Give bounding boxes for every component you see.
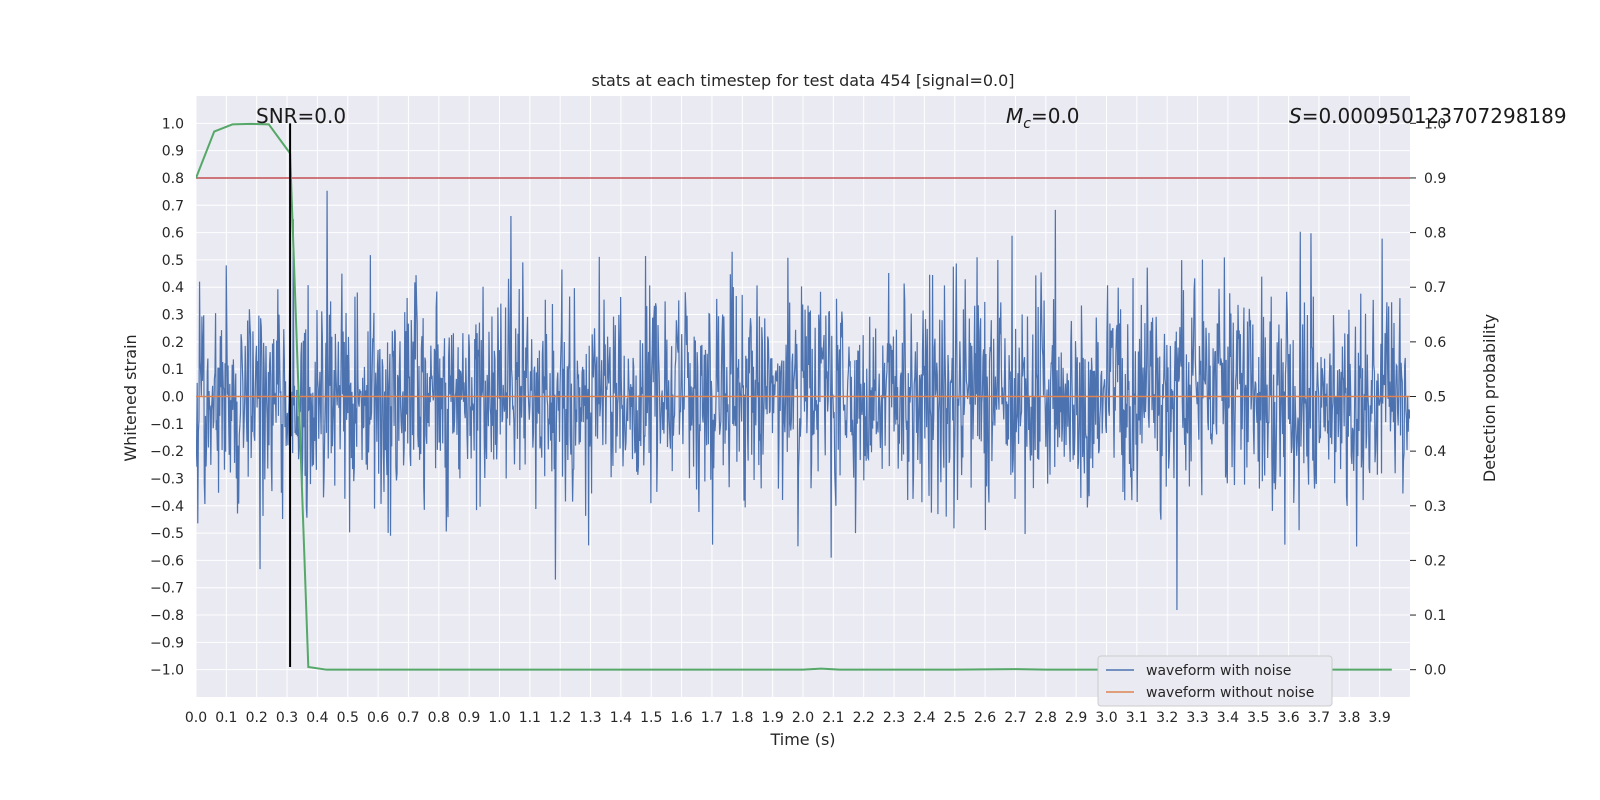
y-tick-label: 0.6 (162, 226, 184, 242)
y-tick-label: −1.0 (150, 663, 184, 679)
y2-axis-label: Detection probability (1480, 314, 1499, 482)
x-tick-label: 3.9 (1369, 710, 1391, 726)
y-axis-ticks: 1.0 0.9 0.8 0.7 0.6 0.5 0.4 0.3 0.2 0.1 0.0 −0.1 −0.… (150, 116, 184, 678)
y-tick-label: 0.2 (162, 335, 184, 351)
x-tick-label: 2.5 (944, 710, 966, 726)
y-tick-label: −0.9 (150, 635, 184, 651)
x-tick-label: 0.2 (246, 710, 268, 726)
x-tick-label: 3.3 (1186, 710, 1208, 726)
x-tick-label: 2.9 (1065, 710, 1087, 726)
y2-tick-label: 0.9 (1424, 171, 1446, 187)
x-tick-label: 1.9 (762, 710, 784, 726)
y-tick-label: −0.5 (150, 526, 184, 542)
x-tick-label: 2.1 (822, 710, 844, 726)
detection-probability-line (196, 122, 1392, 671)
x-tick-label: 3.4 (1217, 710, 1239, 726)
waveform-with-noise-line (196, 190, 1410, 610)
x-tick-label: 2.2 (853, 710, 875, 726)
s-value: =0.000950123707298189 (1302, 104, 1567, 128)
y-tick-label: −0.4 (150, 499, 184, 515)
y-axis-label: Whitened strain (121, 334, 140, 461)
x-tick-label: 2.3 (883, 710, 905, 726)
y2-tick-label: 1.0 (1424, 116, 1446, 132)
x-tick-label: 1.2 (549, 710, 571, 726)
x-tick-label: 0.7 (397, 710, 419, 726)
x-axis-ticks: 0.0 0.1 0.2 0.3 0.4 0.5 0.6 0.7 0.8 0.9 1.0 1.1 1.2 1… (185, 710, 1391, 726)
y-tick-label: −0.1 (150, 417, 184, 433)
x-tick-label: 1.3 (579, 710, 601, 726)
x-tick-label: 2.8 (1035, 710, 1057, 726)
x-tick-label: 0.1 (215, 710, 237, 726)
legend-label-noise: waveform with noise (1146, 663, 1291, 679)
mc-subscript: c (1023, 116, 1031, 132)
y-tick-label: 0.8 (162, 171, 184, 187)
x-tick-label: 3.8 (1338, 710, 1360, 726)
y2-tick-label: 0.3 (1424, 499, 1446, 515)
x-tick-label: 0.3 (276, 710, 298, 726)
y2-tick-label: 0.2 (1424, 553, 1446, 569)
x-tick-label: 0.5 (337, 710, 359, 726)
legend: waveform with noise waveform without noi… (1097, 655, 1333, 707)
mc-annotation: Mc=0.0 (1006, 104, 1080, 132)
y2-tick-label: 0.7 (1424, 280, 1446, 296)
x-tick-label: 0.0 (185, 710, 207, 726)
y-tick-label: 0.9 (162, 144, 184, 160)
mc-value: =0.0 (1031, 104, 1080, 128)
y2-tick-label: 0.0 (1424, 663, 1446, 679)
y2-axis-ticks: 1.0 0.9 0.8 0.7 0.6 0.5 0.4 0.3 0.2 0.1 0.0 (1410, 116, 1446, 679)
x-tick-label: 0.6 (367, 710, 389, 726)
y-tick-label: 1.0 (162, 116, 184, 132)
y-tick-label: −0.3 (150, 471, 184, 487)
y2-tick-label: 0.4 (1424, 444, 1446, 460)
y2-tick-label: 0.6 (1424, 335, 1446, 351)
x-tick-label: 1.4 (610, 710, 632, 726)
y-tick-label: −0.2 (150, 444, 184, 460)
y-tick-label: 0.1 (162, 362, 184, 378)
x-tick-label: 1.0 (488, 710, 510, 726)
x-tick-label: 2.6 (974, 710, 996, 726)
x-tick-label: 3.6 (1277, 710, 1299, 726)
y-tick-label: −0.8 (150, 608, 184, 624)
legend-label-clean: waveform without noise (1146, 685, 1314, 701)
y-tick-label: 0.4 (162, 280, 184, 296)
mc-symbol: M (1006, 104, 1023, 128)
s-symbol: S (1289, 104, 1302, 128)
x-tick-label: 2.0 (792, 710, 814, 726)
s-annotation: S=0.000950123707298189 (1289, 104, 1567, 128)
x-tick-label: 0.4 (306, 710, 328, 726)
x-tick-label: 3.2 (1156, 710, 1178, 726)
y2-tick-label: 0.5 (1424, 390, 1446, 406)
x-tick-label: 3.0 (1095, 710, 1117, 726)
x-tick-label: 3.7 (1308, 710, 1330, 726)
x-tick-label: 1.6 (670, 710, 692, 726)
y-tick-label: 0.7 (162, 198, 184, 214)
x-tick-label: 3.5 (1247, 710, 1269, 726)
y2-tick-label: 0.8 (1424, 226, 1446, 242)
x-tick-label: 0.8 (428, 710, 450, 726)
x-tick-label: 1.7 (701, 710, 723, 726)
snr-annotation: SNR=0.0 (256, 104, 346, 128)
legend-box (1097, 655, 1333, 707)
y-tick-label: 0.5 (162, 253, 184, 269)
x-tick-label: 3.1 (1126, 710, 1148, 726)
x-tick-label: 2.7 (1004, 710, 1026, 726)
x-tick-label: 2.4 (913, 710, 935, 726)
x-axis-label: Time (s) (769, 730, 835, 749)
x-tick-label: 1.5 (640, 710, 662, 726)
y-tick-label: 0.3 (162, 308, 184, 324)
chart-title: stats at each timestep for test data 454… (591, 71, 1014, 90)
x-tick-label: 1.1 (519, 710, 541, 726)
y2-tick-label: 0.1 (1424, 608, 1446, 624)
y-tick-label: −0.7 (150, 581, 184, 597)
x-tick-label: 0.9 (458, 710, 480, 726)
y-tick-label: −0.6 (150, 553, 184, 569)
x-tick-label: 1.8 (731, 710, 753, 726)
y-tick-label: 0.0 (162, 390, 184, 406)
